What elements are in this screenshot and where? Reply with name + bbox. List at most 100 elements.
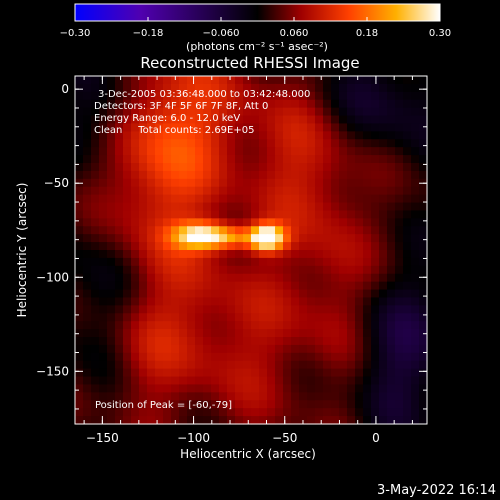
heatmap-cell — [187, 83, 196, 93]
heatmap-cell — [155, 91, 164, 101]
heatmap-cell — [115, 329, 124, 338]
heatmap-cell — [307, 400, 316, 409]
heatmap-cell — [419, 360, 428, 370]
heatmap-cell — [371, 194, 380, 204]
heatmap-cell — [99, 202, 108, 212]
heatmap-cell — [347, 265, 356, 275]
heatmap-cell — [187, 329, 196, 338]
heatmap-cell — [275, 281, 284, 291]
heatmap-cell — [99, 337, 108, 346]
heatmap-cell — [267, 297, 276, 306]
heatmap-cell — [251, 178, 260, 188]
heatmap-cell — [195, 147, 204, 156]
heatmap-cell — [243, 337, 252, 346]
heatmap-cell — [211, 234, 220, 243]
heatmap-cell — [283, 337, 292, 346]
heatmap-cell — [355, 337, 364, 346]
heatmap-cell — [243, 139, 252, 148]
heatmap-cell — [211, 76, 220, 85]
heatmap-cell — [283, 155, 292, 164]
heatmap-cell — [203, 281, 212, 291]
heatmap-cell — [275, 305, 284, 314]
heatmap-cell — [131, 139, 140, 148]
heatmap-cell — [115, 131, 124, 140]
heatmap-cell — [355, 257, 364, 267]
heatmap-cell — [315, 352, 324, 362]
heatmap-cell — [259, 91, 268, 101]
heatmap-cell — [187, 186, 196, 196]
heatmap-cell — [211, 83, 220, 93]
heatmap-cell — [91, 83, 100, 93]
heatmap-cell — [163, 289, 172, 299]
heatmap-cell — [155, 147, 164, 156]
heatmap-cell — [163, 305, 172, 314]
heatmap-cell — [275, 147, 284, 156]
heatmap-cell — [283, 368, 292, 378]
heatmap-cell — [403, 352, 412, 362]
heatmap-cell — [291, 147, 300, 156]
heatmap-cell — [75, 115, 84, 125]
heatmap-cell — [155, 250, 164, 259]
heatmap-cell — [123, 297, 132, 306]
heatmap-cell — [203, 337, 212, 346]
heatmap-cell — [395, 281, 404, 291]
heatmap-cell — [211, 123, 220, 132]
heatmap-cell — [395, 155, 404, 164]
heatmap-cell — [387, 289, 396, 299]
heatmap-cell — [307, 273, 316, 283]
heatmap-cell — [299, 384, 308, 393]
heatmap-cell — [139, 210, 148, 219]
heatmap-cell — [123, 186, 132, 196]
heatmap-cell — [323, 131, 332, 140]
heatmap-cell — [75, 368, 84, 378]
heatmap-cell — [123, 250, 132, 259]
heatmap-cell — [195, 186, 204, 196]
heatmap-cell — [83, 194, 92, 204]
heatmap-cell — [131, 352, 140, 362]
heatmap-cell — [307, 186, 316, 196]
heatmap-cell — [371, 289, 380, 299]
heatmap-cell — [227, 163, 236, 172]
heatmap-cell — [147, 147, 156, 156]
heatmap-cell — [307, 257, 316, 267]
heatmap-cell — [203, 416, 212, 425]
y-axis-label: Heliocentric Y (arcsec) — [15, 183, 29, 318]
heatmap-cell — [419, 91, 428, 101]
heatmap-cell — [299, 368, 308, 378]
heatmap-cell — [123, 123, 132, 132]
heatmap-cell — [179, 273, 188, 283]
heatmap-cell — [411, 360, 420, 370]
heatmap-cell — [91, 321, 100, 330]
heatmap-cell — [259, 202, 268, 212]
heatmap-cell — [187, 91, 196, 101]
heatmap-cell — [131, 297, 140, 306]
heatmap-cell — [107, 131, 116, 140]
heatmap-cell — [251, 123, 260, 132]
heatmap-cell — [235, 305, 244, 314]
heatmap-cell — [299, 163, 308, 172]
heatmap-cell — [395, 289, 404, 299]
heatmap-cell — [387, 416, 396, 425]
heatmap-cell — [371, 91, 380, 101]
heatmap-cell — [267, 76, 276, 85]
heatmap-cell — [299, 218, 308, 227]
heatmap-cell — [331, 91, 340, 101]
heatmap-cell — [243, 344, 252, 354]
heatmap-cell — [243, 170, 252, 180]
heatmap-cell — [323, 76, 332, 85]
heatmap-cell — [131, 131, 140, 140]
heatmap-cell — [115, 163, 124, 172]
heatmap-cell — [219, 313, 228, 322]
heatmap-cell — [115, 313, 124, 322]
heatmap-cell — [75, 265, 84, 275]
heatmap-cell — [259, 83, 268, 93]
heatmap-cell — [211, 194, 220, 204]
heatmap-cell — [211, 218, 220, 227]
heatmap-cell — [323, 210, 332, 219]
heatmap-cell — [251, 265, 260, 275]
heatmap-cell — [179, 99, 188, 109]
heatmap-cell — [179, 210, 188, 219]
heatmap-cell — [139, 257, 148, 267]
heatmap-cell — [267, 170, 276, 180]
heatmap-cell — [283, 83, 292, 93]
